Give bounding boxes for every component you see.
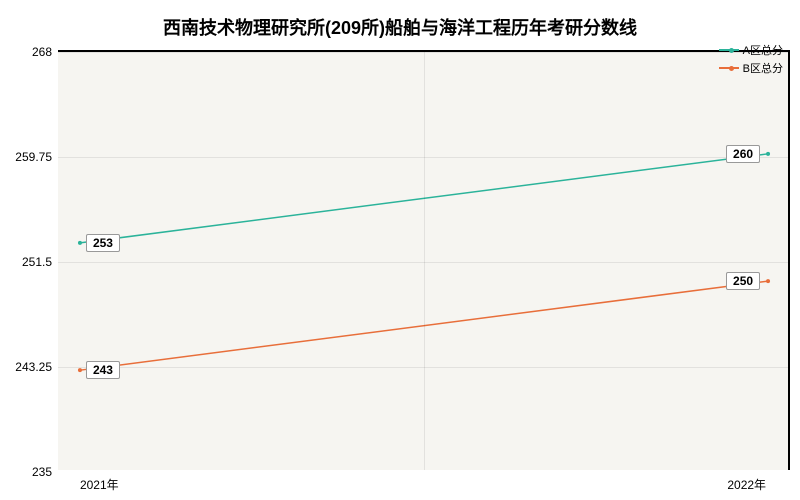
x-tick-label: 2021年 xyxy=(80,476,119,493)
series-marker xyxy=(766,152,770,156)
legend-swatch-dot xyxy=(729,48,734,53)
legend-item: A区总分 xyxy=(719,42,788,58)
legend: A区总分 B区总分 xyxy=(719,42,788,78)
gridline-horizontal xyxy=(58,262,788,263)
gridline-horizontal xyxy=(58,367,788,368)
chart-container: 西南技术物理研究所(209所)船舶与海洋工程历年考研分数线 235 243.25 2… xyxy=(0,0,800,500)
y-tick-label: 268 xyxy=(32,45,52,59)
data-label: 260 xyxy=(726,145,760,163)
y-tick-label: 251.5 xyxy=(22,255,52,269)
plot-area: 235243.25251.5259.752682021年2022年2532602… xyxy=(58,50,790,470)
y-tick-label: 259.75 xyxy=(15,150,52,164)
gridline-vertical xyxy=(424,52,425,470)
y-tick-label: 235 xyxy=(32,465,52,479)
gridline-horizontal xyxy=(58,157,788,158)
gridline-horizontal xyxy=(58,52,788,53)
chart-title: 西南技术物理研究所(209所)船舶与海洋工程历年考研分数线 xyxy=(0,14,800,40)
legend-label: A区总分 xyxy=(743,42,783,58)
legend-item: B区总分 xyxy=(719,60,788,76)
plot-inner: 235243.25251.5259.752682021年2022年2532602… xyxy=(58,52,788,470)
y-tick-label: 243.25 xyxy=(15,360,52,374)
data-label: 253 xyxy=(86,234,120,252)
data-label: 243 xyxy=(86,361,120,379)
series-marker xyxy=(78,368,82,372)
data-label: 250 xyxy=(726,272,760,290)
legend-swatch-dot xyxy=(729,66,734,71)
legend-label: B区总分 xyxy=(743,60,783,76)
series-marker xyxy=(78,241,82,245)
x-tick-label: 2022年 xyxy=(727,476,766,493)
series-marker xyxy=(766,279,770,283)
